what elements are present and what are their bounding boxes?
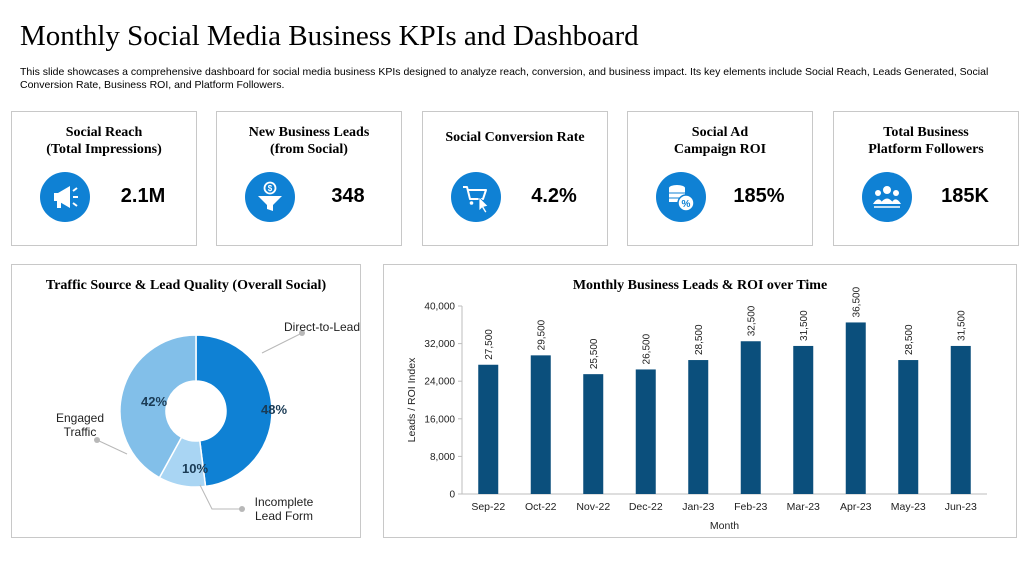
bar-data-label: 25,500 [589,338,600,369]
y-tick-label: 32,000 [424,339,455,350]
kpi-value: 185K [941,185,989,207]
page-title: Monthly Social Media Business KPIs and D… [20,20,639,52]
bar-data-label: 29,500 [536,319,547,350]
donut-callout-line [199,484,242,510]
bar [898,360,919,494]
people-group-icon [862,172,912,222]
donut-slice-label: Direct-to-Lead [284,320,360,334]
donut-slice-percent: 10% [182,461,208,476]
bar-panel: Monthly Business Leads & ROI over Time 0… [383,264,1017,538]
donut-slice [119,334,197,479]
bar [478,364,499,494]
funnel-dollar-icon: $ [245,172,295,222]
bar-data-label: 31,500 [956,310,967,341]
bar-data-label: 28,500 [694,324,705,355]
bar [793,345,814,494]
y-tick-label: 24,000 [424,377,455,388]
kpi-card-new-leads: New Business Leads (from Social) $ 348 [216,111,402,246]
kpi-value: 185% [733,185,785,207]
bar-chart: 0 8,000 16,000 24,000 32,000 40,000 27,500 Sep-… [406,286,987,532]
x-tick-label: Nov-22 [576,501,610,513]
bar-data-label: 32,500 [746,305,757,336]
coins-percent-icon: % [656,172,706,222]
kpi-label: Social Ad Campaign ROI [673,125,767,157]
kpi-card-followers: Total Business Platform Followers 185K [833,111,1019,246]
donut-callout-dot [94,437,100,443]
bar [688,360,709,494]
kpi-card-ad-roi: Social Ad Campaign ROI % 185% [627,111,813,246]
y-tick-label: 16,000 [424,414,455,425]
bar [845,322,866,494]
donut-chart-title: Traffic Source & Lead Quality (Overall S… [45,278,327,293]
bar [950,345,971,494]
bar-chart-title: Monthly Business Leads & ROI over Time [572,278,828,293]
x-tick-label: Sep-22 [471,501,505,513]
x-tick-label: Oct-22 [525,501,557,513]
kpi-value: 2.1M [120,185,166,207]
donut-callout-dot [239,506,245,512]
donut-callout-dot [299,330,305,336]
x-tick-label: Dec-22 [629,501,663,513]
y-axis-title: Leads / ROI Index [406,357,418,442]
x-axis-title: Month [710,520,739,532]
x-tick-label: Jun-23 [945,501,977,513]
donut-slice-percent: 42% [141,394,167,409]
y-tick-label: 8,000 [430,452,455,463]
bar [635,369,656,494]
svg-text:$: $ [268,184,273,193]
bar-data-label: 28,500 [904,324,915,355]
kpi-label: New Business Leads (from Social) [248,125,370,157]
y-tick-label: 40,000 [424,302,455,313]
kpi-value: 348 [331,185,365,207]
donut-panel: Traffic Source & Lead Quality (Overall S… [11,264,361,538]
kpi-label: Social Reach (Total Impressions) [46,125,162,157]
kpi-label: Social Conversion Rate [445,130,585,145]
y-tick-label: 0 [449,490,455,501]
megaphone-icon [40,172,90,222]
donut-callout-line [96,439,128,455]
bar-data-label: 26,500 [641,333,652,364]
donut-slice [195,334,273,488]
donut-slice-label: Incomplete Lead Form [255,495,314,523]
donut-chart: 48% Direct-to-Lead 10% Incomplete Lead Form 4… [56,320,360,523]
x-tick-label: Jan-23 [682,501,714,513]
donut-callout-line [261,332,303,354]
kpi-value: 4.2% [531,185,577,207]
bar [583,374,604,494]
bar-data-label: 27,500 [484,329,495,360]
x-tick-label: Feb-23 [734,501,767,513]
cart-click-icon [451,172,501,222]
donut-slice-percent: 48% [261,402,287,417]
x-tick-label: May-23 [891,501,926,513]
kpi-label: Total Business Platform Followers [868,125,984,157]
bar [740,341,761,494]
kpi-card-conversion-rate: Social Conversion Rate 4.2% [422,111,608,246]
x-tick-label: Mar-23 [787,501,820,513]
kpi-card-social-reach: Social Reach (Total Impressions) 2.1M [11,111,197,246]
bar-data-label: 31,500 [799,310,810,341]
svg-text:%: % [682,199,691,210]
bar-data-label: 36,500 [851,286,862,317]
bar [530,355,551,494]
page-subtitle: This slide showcases a comprehensive das… [20,66,989,91]
donut-slice-label: Engaged Traffic [56,411,104,439]
x-tick-label: Apr-23 [840,501,872,513]
